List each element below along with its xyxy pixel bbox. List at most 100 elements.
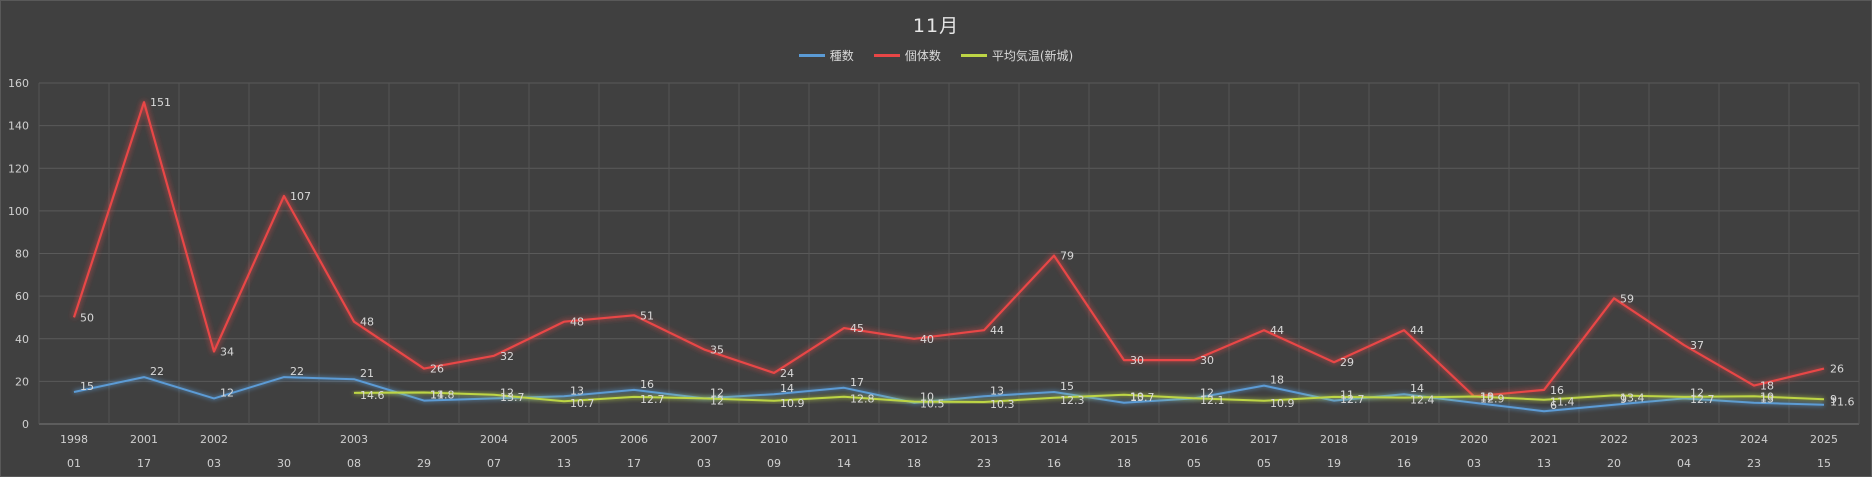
legend-swatch-temperature — [960, 54, 987, 57]
legend-label-individuals: 個体数 — [904, 49, 941, 63]
x-tick-label-day: 17 — [627, 457, 641, 470]
x-tick-label-day: 14 — [837, 457, 851, 470]
x-tick-label-day: 04 — [1677, 457, 1691, 470]
axes: 0 20 40 60 80 100 120 140 160 1998 01 2001 17 2002 03 3… — [8, 77, 1838, 470]
data-label-individuals: 48 — [360, 316, 374, 329]
data-label-temperature: 10.7 — [570, 397, 595, 410]
x-tick-label-year: 2020 — [1460, 433, 1488, 446]
x-tick-label-day: 05 — [1187, 457, 1201, 470]
data-label-individuals: 24 — [780, 367, 794, 380]
x-tick-label-day: 23 — [977, 457, 991, 470]
data-label-individuals: 51 — [640, 309, 654, 322]
y-tick-label: 160 — [8, 77, 29, 90]
data-label-individuals: 34 — [220, 346, 234, 359]
data-label-individuals: 26 — [430, 363, 444, 376]
data-label-species: 10 — [1480, 391, 1494, 404]
x-tick-label-day: 09 — [767, 457, 781, 470]
data-label-temperature: 12.9 — [1480, 393, 1505, 406]
data-label-species: 14 — [1410, 382, 1424, 395]
legend-item-species: 種数 — [798, 47, 854, 64]
data-label-temperature: 13.7 — [500, 391, 525, 404]
data-label-species: 11 — [430, 389, 444, 402]
data-label-temperature: 14.8 — [430, 388, 455, 401]
data-label-temperature: 12.8 — [850, 393, 875, 406]
y-tick-label: 140 — [8, 120, 29, 133]
x-tick-label-year: 2021 — [1530, 433, 1558, 446]
chart-title: 11月 — [912, 15, 960, 37]
data-label-temperature: 12.7 — [1690, 393, 1715, 406]
y-tick-label: 120 — [8, 162, 29, 175]
x-tick-label-year: 2006 — [620, 433, 648, 446]
data-label-species: 10 — [1760, 391, 1774, 404]
data-label-species: 12 — [1200, 386, 1214, 399]
data-label-individuals: 32 — [500, 350, 514, 363]
data-label-temperature: 13.4 — [1620, 391, 1645, 404]
series-line-species — [73, 376, 1825, 413]
x-tick-label-year: 2022 — [1600, 433, 1628, 446]
x-tick-label-year: 2025 — [1810, 433, 1838, 446]
x-tick-label-year: 2007 — [690, 433, 718, 446]
data-label-individuals: 44 — [990, 324, 1004, 337]
x-tick-label-year: 2023 — [1670, 433, 1698, 446]
x-tick-label-year: 2003 — [340, 433, 368, 446]
data-label-species: 10 — [1130, 391, 1144, 404]
legend-label-temperature: 平均気温(新城) — [991, 49, 1074, 63]
legend-item-individuals: 個体数 — [873, 47, 941, 64]
x-tick-label-day: 18 — [907, 457, 921, 470]
data-label-individuals: 40 — [920, 333, 934, 346]
data-label-individuals: 37 — [1690, 339, 1704, 352]
data-label-individuals: 16 — [1550, 384, 1564, 397]
x-tick-label-day: 17 — [137, 457, 151, 470]
data-label-temperature: 13.7 — [1130, 391, 1155, 404]
x-tick-label-year: 2018 — [1320, 433, 1348, 446]
x-tick-label-year: 2010 — [760, 433, 788, 446]
x-tick-label-day: 03 — [207, 457, 221, 470]
x-tick-label-year: 1998 — [60, 433, 88, 446]
data-label-individuals: 79 — [1060, 250, 1074, 263]
x-tick-label-year: 2019 — [1390, 433, 1418, 446]
data-label-species: 11 — [1340, 389, 1354, 402]
data-label-temperature: 12.7 — [1340, 393, 1365, 406]
data-label-species: 17 — [850, 376, 864, 389]
legend-swatch-individuals — [873, 54, 900, 57]
legend-label-species: 種数 — [829, 49, 854, 63]
data-label-temperature: 12.3 — [1060, 394, 1085, 407]
x-tick-label-year: 2005 — [550, 433, 578, 446]
data-label-temperature: 10.3 — [990, 398, 1015, 411]
data-label-temperature: 11.4 — [1550, 396, 1575, 409]
data-label-individuals: 35 — [710, 343, 724, 356]
x-tick-label-day: 19 — [1327, 457, 1341, 470]
data-label-species: 21 — [360, 367, 374, 380]
x-tick-label-day: 29 — [417, 457, 431, 470]
data-label-individuals: 18 — [1760, 380, 1774, 393]
x-tick-label-day: 05 — [1257, 457, 1271, 470]
x-tick-label-day: 15 — [1817, 457, 1831, 470]
x-tick-label-year: 2002 — [200, 433, 228, 446]
data-label-species: 12 — [220, 386, 234, 399]
data-label-species: 16 — [640, 378, 654, 391]
x-tick-label-year: 2001 — [130, 433, 158, 446]
data-label-temperature: 11.6 — [1830, 395, 1855, 408]
data-label-individuals: 151 — [150, 96, 171, 109]
x-tick-label-day: 16 — [1047, 457, 1061, 470]
x-tick-label-day: 13 — [1537, 457, 1551, 470]
x-tick-label-year: 2017 — [1250, 433, 1278, 446]
data-label-individuals: 30 — [1130, 354, 1144, 367]
y-tick-label: 100 — [8, 205, 29, 218]
series-line-temperature — [353, 391, 1825, 403]
x-tick-label-year: 2024 — [1740, 433, 1768, 446]
data-label-species: 22 — [150, 365, 164, 378]
data-label-temperature: 12.7 — [640, 393, 665, 406]
data-label-individuals: 45 — [850, 322, 864, 335]
x-tick-label-day: 18 — [1117, 457, 1131, 470]
series-line-individuals — [72, 101, 1825, 398]
data-label-temperature: 13 — [1760, 392, 1774, 405]
x-tick-label-day: 16 — [1397, 457, 1411, 470]
data-label-individuals: 59 — [1620, 292, 1634, 305]
data-label-species: 9 — [1620, 393, 1627, 406]
x-tick-label-day: 23 — [1747, 457, 1761, 470]
y-tick-label: 20 — [15, 375, 29, 388]
data-label-individuals: 50 — [80, 311, 94, 324]
data-label-species: 13 — [570, 384, 584, 397]
data-label-individuals: 13 — [1480, 390, 1494, 403]
